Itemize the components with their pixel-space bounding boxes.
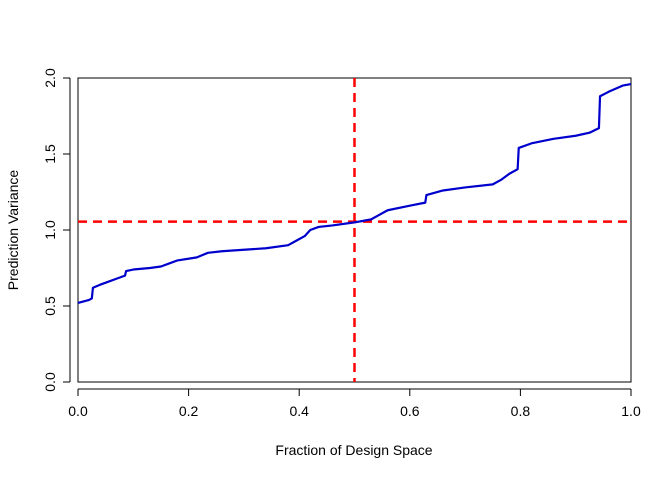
data-series bbox=[77, 82, 632, 305]
y-tick-label: 0.5 bbox=[42, 296, 58, 316]
y-tick-label: 1.0 bbox=[42, 220, 58, 240]
y-tick-label: 2.0 bbox=[42, 68, 58, 88]
x-tick-label: 0.6 bbox=[400, 403, 420, 419]
reference-lines bbox=[78, 78, 631, 382]
x-tick-label: 0.8 bbox=[511, 403, 531, 419]
x-axis-label: Fraction of Design Space bbox=[275, 442, 432, 458]
x-tick-label: 0.0 bbox=[68, 403, 88, 419]
x-axis: 0.0 0.2 0.4 0.6 0.8 1.0 bbox=[68, 388, 641, 419]
y-tick-label: 1.5 bbox=[42, 144, 58, 164]
y-axis-label: Prediction Variance bbox=[5, 170, 21, 291]
y-tick-label: 0.0 bbox=[42, 372, 58, 392]
x-tick-label: 1.0 bbox=[621, 403, 641, 419]
x-tick-label: 0.2 bbox=[179, 403, 199, 419]
y-axis: 0.0 0.5 1.0 1.5 2.0 bbox=[42, 68, 71, 392]
variance-curve bbox=[77, 82, 632, 305]
x-tick-label: 0.4 bbox=[289, 403, 309, 419]
